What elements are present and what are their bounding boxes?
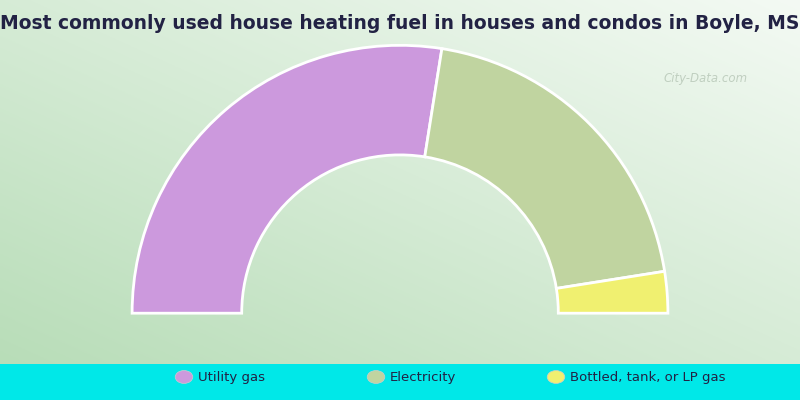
Wedge shape	[425, 49, 665, 288]
Ellipse shape	[175, 370, 193, 384]
Text: Electricity: Electricity	[390, 370, 456, 384]
Text: Most commonly used house heating fuel in houses and condos in Boyle, MS: Most commonly used house heating fuel in…	[0, 14, 800, 33]
Wedge shape	[556, 271, 668, 313]
Wedge shape	[132, 45, 442, 313]
Text: Utility gas: Utility gas	[198, 370, 265, 384]
Text: City-Data.com: City-Data.com	[664, 72, 748, 85]
Text: Bottled, tank, or LP gas: Bottled, tank, or LP gas	[570, 370, 725, 384]
Ellipse shape	[367, 370, 385, 384]
Ellipse shape	[547, 370, 565, 384]
